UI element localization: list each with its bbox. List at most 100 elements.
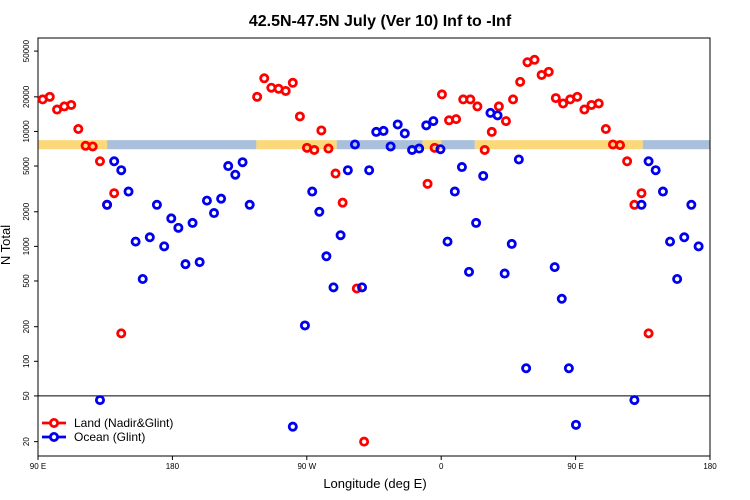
ocean-point (378, 125, 389, 136)
ocean-point (187, 217, 198, 228)
y-tick-label: 100 (22, 354, 31, 368)
y-tick-label: 200 (22, 319, 31, 333)
x-tick-label: 180 (166, 462, 180, 471)
y-tick-label: 500 (22, 274, 31, 288)
ocean-point (335, 230, 346, 241)
ocean-point (643, 156, 654, 167)
x-tick-label: 0 (439, 462, 444, 471)
ocean-point (321, 251, 332, 262)
land-point (44, 91, 55, 102)
ocean-point (665, 236, 676, 247)
ocean-point (201, 195, 212, 206)
y-axis-label: N Total (0, 225, 13, 265)
land-point (500, 116, 511, 127)
ocean-point (549, 262, 560, 273)
land-point (116, 328, 127, 339)
ocean-point (570, 419, 581, 430)
ocean-point (513, 154, 524, 165)
ocean-point (342, 165, 353, 176)
x-tick-label: 90 E (30, 462, 46, 471)
legend-label-land: Land (Nadir&Glint) (74, 416, 173, 430)
ocean-point (679, 232, 690, 243)
x-tick-label: 180 (703, 462, 717, 471)
legend: Land (Nadir&Glint)Ocean (Glint) (42, 416, 173, 444)
ocean-point (166, 213, 177, 224)
band-land-segment (38, 140, 108, 150)
ocean-point (349, 139, 360, 150)
land-point (508, 94, 519, 105)
ocean-point (237, 157, 248, 168)
ocean-point (123, 186, 134, 197)
y-tick-label: 50000 (22, 39, 31, 62)
land-point (323, 143, 334, 154)
y-tick-label: 20000 (22, 85, 31, 108)
ocean-point (392, 119, 403, 130)
ocean-point (130, 236, 141, 247)
ocean-point (449, 186, 460, 197)
ocean-point (492, 110, 503, 121)
band-ocean-segment (107, 140, 257, 150)
land-point (287, 77, 298, 88)
ocean-point (456, 162, 467, 173)
ocean-point (506, 238, 517, 249)
land-point (436, 89, 447, 100)
land-point (451, 114, 462, 125)
band-ocean-segment (441, 140, 475, 150)
ocean-point (357, 282, 368, 293)
x-tick-label: 90 E (567, 462, 583, 471)
ocean-point (414, 143, 425, 154)
ocean-point (650, 165, 661, 176)
y-tick-label: 5000 (22, 157, 31, 175)
land-point (486, 126, 497, 137)
band-land-segment (474, 140, 643, 150)
land-point (472, 101, 483, 112)
band-ocean-segment (642, 140, 710, 150)
ocean-point (209, 208, 220, 219)
band-land-segment (256, 140, 337, 150)
land-point (94, 156, 105, 167)
x-axis: 90 E 180 90 W 0 90 E 180 (30, 456, 717, 471)
land-point (73, 123, 84, 134)
ocean-point (686, 199, 697, 210)
land-point (479, 144, 490, 155)
ocean-point (556, 293, 567, 304)
ocean-point (629, 395, 640, 406)
ocean-point (144, 232, 155, 243)
ocean-point (499, 268, 510, 279)
land-point (422, 178, 433, 189)
land-point (66, 99, 77, 110)
ocean-point (636, 199, 647, 210)
data-points (37, 54, 704, 447)
ocean-point (223, 161, 234, 172)
ocean-point (421, 120, 432, 131)
y-axis: 20 50 100 200 500 1000 2000 5000 10000 20000 50000 (22, 39, 38, 446)
ocean-point (364, 165, 375, 176)
plot-frame (37, 37, 711, 457)
ocean-point (478, 170, 489, 181)
land-point (558, 98, 569, 109)
legend-label-ocean: Ocean (Glint) (74, 430, 145, 444)
land-point (529, 54, 540, 65)
land-point (259, 73, 270, 84)
y-tick-label: 50 (22, 391, 31, 400)
land-point (252, 91, 263, 102)
ocean-point (657, 186, 668, 197)
ocean-point (151, 199, 162, 210)
land-point (515, 76, 526, 87)
ocean-point (173, 222, 184, 233)
band-ocean-segment (336, 140, 423, 150)
ocean-point (287, 421, 298, 432)
ocean-point (109, 156, 120, 167)
land-point (359, 436, 370, 447)
ocean-point (442, 236, 453, 247)
ocean-point (159, 241, 170, 252)
land-point (572, 91, 583, 102)
land-point (593, 98, 604, 109)
ocean-point (471, 217, 482, 228)
legend-marker-ocean (49, 431, 60, 442)
land-point (351, 283, 362, 294)
x-tick-label: 90 W (297, 462, 316, 471)
y-tick-label: 20 (22, 437, 31, 446)
land-point (543, 66, 554, 77)
ocean-point (464, 266, 475, 277)
